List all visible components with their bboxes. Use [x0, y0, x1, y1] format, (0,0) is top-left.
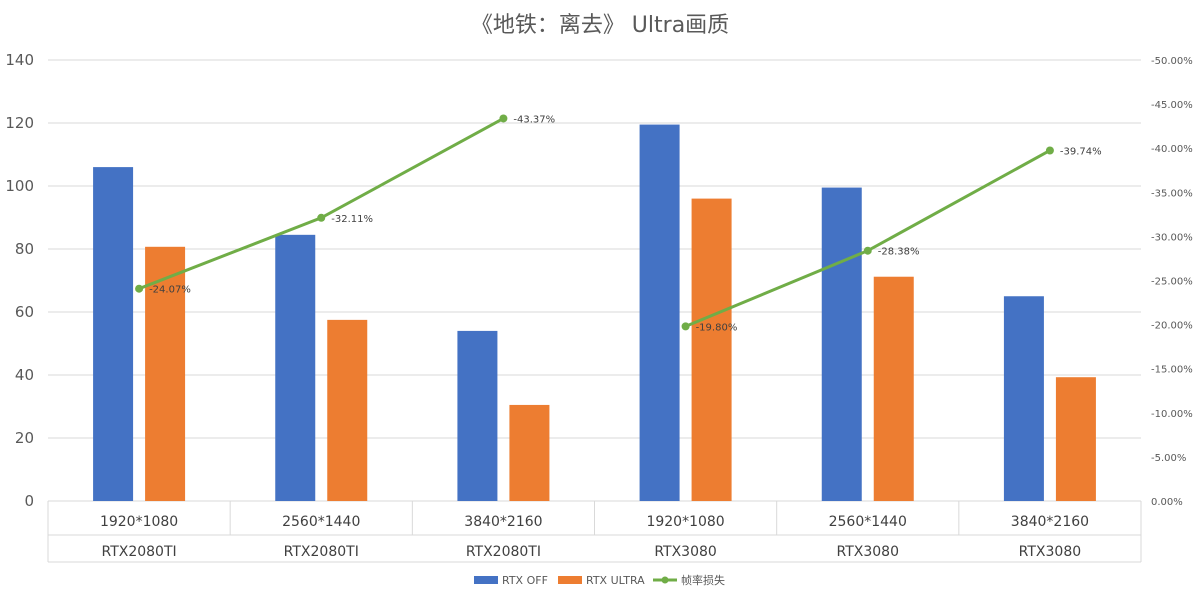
loss-point	[863, 246, 872, 255]
loss-point	[681, 322, 690, 331]
left-tick-label: 100	[5, 177, 34, 195]
x-tick-gpu: RTX3080	[654, 544, 716, 560]
loss-line-segment	[138, 117, 505, 291]
left-tick-label: 20	[15, 429, 34, 447]
bar-rtx-off	[1003, 296, 1044, 501]
right-tick-label: -40.00%	[1151, 144, 1193, 155]
loss-data-label: -28.38%	[878, 247, 920, 258]
right-tick-label: -25.00%	[1151, 277, 1193, 288]
bar-rtx-off	[275, 234, 316, 501]
right-tick-label: -20.00%	[1151, 321, 1193, 332]
loss-point	[499, 114, 508, 123]
x-tick-resolution: 2560*1440	[282, 514, 360, 530]
right-tick-label: -45.00%	[1151, 100, 1193, 111]
right-tick-label: 0.00%	[1151, 497, 1183, 508]
left-tick-label: 0	[24, 492, 34, 510]
loss-point	[135, 284, 144, 293]
loss-data-label: -32.11%	[331, 214, 373, 225]
bar-rtx-off	[639, 124, 680, 501]
bar-rtx-off	[457, 330, 498, 501]
left-tick-label: 120	[5, 114, 34, 132]
x-tick-gpu: RTX3080	[837, 544, 899, 560]
right-tick-label: -30.00%	[1151, 232, 1193, 243]
legend: RTX OFF RTX ULTRA 帧率损失	[474, 573, 725, 587]
bar-rtx-ultra	[327, 319, 368, 501]
loss-point	[1045, 146, 1054, 155]
right-axis-ticks: 0.00% -5.00% -10.00% -15.00% -20.00% -25.00% -…	[1151, 56, 1193, 508]
left-axis-ticks: 0 20 40 60 80 100 120 140	[5, 51, 34, 510]
loss-point	[317, 213, 326, 222]
x-tick-resolution: 3840*2160	[1011, 514, 1089, 530]
right-tick-label: -15.00%	[1151, 365, 1193, 376]
loss-data-label: -43.37%	[513, 114, 555, 125]
left-tick-label: 40	[15, 366, 34, 384]
x-tick-gpu: RTX2080TI	[101, 544, 176, 560]
gridlines	[48, 59, 1141, 502]
left-tick-label: 140	[5, 51, 34, 69]
x-tick-gpu: RTX3080	[1019, 544, 1081, 560]
legend-marker	[661, 576, 669, 584]
legend-label: RTX OFF	[502, 574, 548, 587]
legend-label: RTX ULTRA	[586, 574, 645, 587]
chart-title: 《地铁：离去》 Ultra画质	[471, 13, 729, 38]
loss-line-segment	[685, 149, 1051, 328]
bar-rtx-ultra	[1055, 377, 1096, 501]
right-tick-label: -5.00%	[1151, 453, 1186, 464]
category-axis: 1920*1080 RTX2080TI 2560*1440 RTX2080TI 3840…	[47, 501, 1142, 563]
x-tick-gpu: RTX2080TI	[284, 544, 359, 560]
x-tick-resolution: 1920*1080	[100, 514, 178, 530]
legend-swatch	[474, 576, 498, 584]
loss-data-label: -39.74%	[1060, 146, 1102, 157]
bar-rtx-ultra	[145, 246, 186, 501]
left-tick-label: 80	[15, 240, 34, 258]
legend-swatch	[558, 576, 582, 584]
bars	[93, 124, 1096, 501]
loss-data-label: -19.80%	[696, 322, 738, 333]
legend-label: 帧率损失	[681, 573, 725, 587]
x-tick-resolution: 1920*1080	[646, 514, 724, 530]
x-tick-resolution: 2560*1440	[829, 514, 907, 530]
left-tick-label: 60	[15, 303, 34, 321]
bar-rtx-off	[93, 167, 134, 501]
bar-rtx-off	[821, 187, 862, 501]
bar-rtx-ultra	[873, 276, 914, 501]
right-tick-label: -35.00%	[1151, 188, 1193, 199]
x-tick-gpu: RTX2080TI	[466, 544, 541, 560]
right-tick-label: -10.00%	[1151, 409, 1193, 420]
right-tick-label: -50.00%	[1151, 56, 1193, 67]
loss-line: -24.07% -32.11% -43.37% -19.80% -28.38% -39.7…	[135, 114, 1102, 333]
loss-data-label: -24.07%	[149, 285, 191, 296]
bar-rtx-ultra	[691, 198, 732, 501]
x-tick-resolution: 3840*2160	[464, 514, 542, 530]
bar-rtx-ultra	[509, 404, 550, 501]
